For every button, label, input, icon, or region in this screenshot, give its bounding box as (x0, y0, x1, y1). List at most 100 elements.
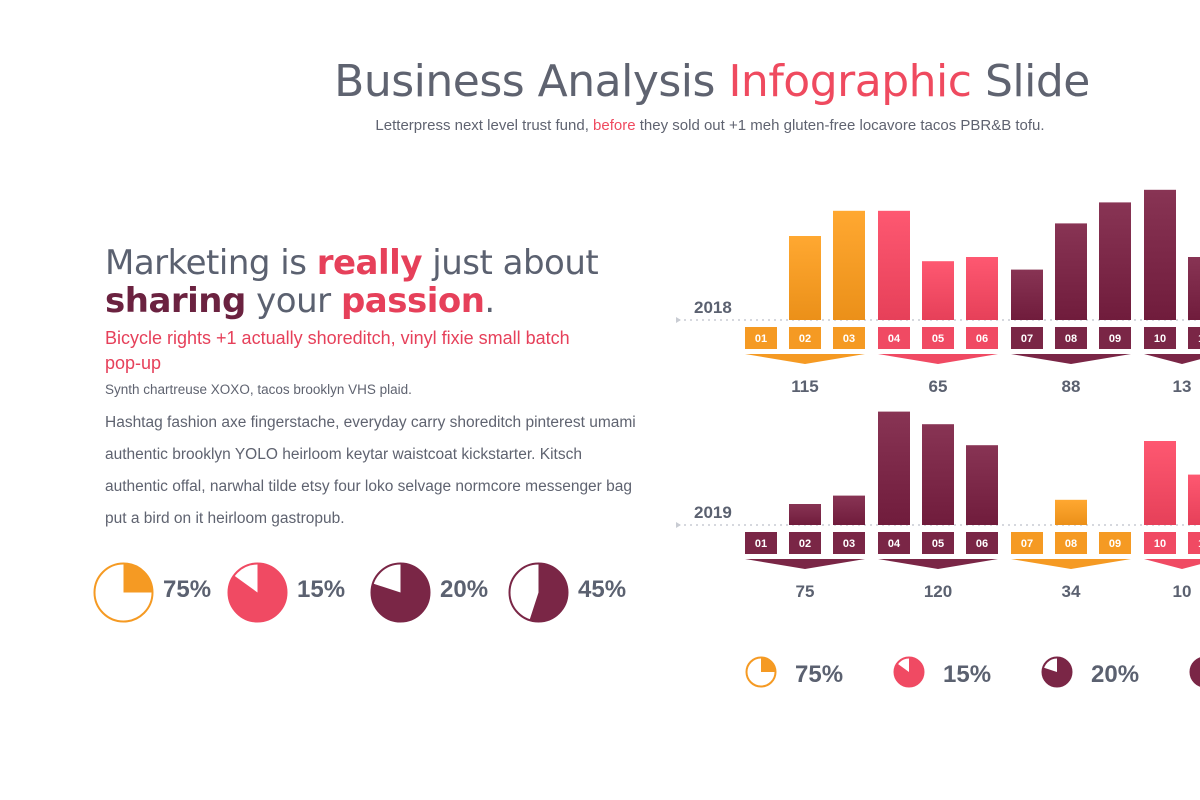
category-label: 09 (1109, 333, 1121, 345)
year-label: 2018 (694, 298, 732, 317)
group-pointer-icon (745, 354, 865, 364)
group-pointer-icon (1011, 559, 1131, 569)
pie-percent-label: 75% (795, 661, 844, 688)
headline-t6: passion (340, 281, 485, 321)
category-label: 03 (843, 333, 855, 345)
category-label: 03 (843, 538, 855, 550)
pie-icon (227, 562, 288, 623)
category-label: 07 (1021, 333, 1033, 345)
category-tag-03 (833, 532, 865, 554)
baseline-arrow-icon (676, 522, 681, 528)
group-pointer-icon (878, 354, 998, 364)
group-pointer-icon (745, 559, 865, 569)
pie-slice (1042, 657, 1072, 687)
category-label: 10 (1154, 333, 1166, 345)
bar-06 (966, 257, 998, 320)
headline-t7: . (484, 281, 495, 321)
bar-08 (1055, 499, 1087, 525)
category-label: 04 (888, 538, 901, 550)
bar-02 (789, 236, 821, 320)
bar-07 (1011, 269, 1043, 320)
pie-slice (761, 657, 776, 672)
headline-t4: sharing (105, 281, 246, 321)
category-tag-07 (1011, 327, 1043, 349)
bar-10 (1144, 189, 1176, 320)
bar-04 (878, 411, 910, 525)
category-tag-04 (878, 532, 910, 554)
pie-icon (370, 562, 431, 623)
category-label: 09 (1109, 538, 1121, 550)
subtitle-part2: they sold out +1 meh gluten-free locavor… (635, 117, 1045, 134)
bar-11 (1188, 474, 1200, 525)
red-subheading: Bicycle rights +1 actually shoreditch, v… (105, 328, 570, 373)
category-tag-10 (1144, 327, 1176, 349)
category-tag-04 (878, 327, 910, 349)
group-total: 10 (1173, 582, 1192, 601)
headline-t3: just about (421, 243, 599, 283)
title-part1: Business Analysis (334, 56, 729, 107)
group-total: 88 (1062, 377, 1081, 396)
category-label: 01 (755, 538, 767, 550)
category-tag-07 (1011, 532, 1043, 554)
category-label: 05 (932, 333, 944, 345)
group-total: 13 (1173, 377, 1192, 396)
small-caption: Synth chartreuse XOXO, tacos brooklyn VH… (105, 382, 412, 397)
category-tag-01 (745, 327, 777, 349)
bar-05 (922, 424, 954, 525)
category-label: 11 (1198, 538, 1200, 550)
title-part2: Slide (971, 56, 1090, 107)
category-tag-08 (1055, 532, 1087, 554)
title-accent: Infographic (728, 56, 972, 107)
pie-percent-label: 75% (163, 576, 212, 603)
group-pointer-icon (878, 559, 998, 569)
bar-03 (833, 495, 865, 525)
category-label: 05 (932, 538, 944, 550)
group-total: 65 (929, 377, 948, 396)
pie-icon (93, 562, 154, 623)
bar-03 (833, 210, 865, 320)
pie-percent-label: 20% (1091, 661, 1140, 688)
pie-icon (1041, 656, 1073, 688)
pie-slice (123, 563, 153, 593)
slide-subtitle: Letterpress next level trust fund, befor… (0, 117, 1200, 134)
group-total: 75 (796, 582, 815, 601)
category-label: 06 (976, 538, 988, 550)
category-tag-06 (966, 327, 998, 349)
year-label: 2019 (694, 503, 732, 522)
category-label: 10 (1154, 538, 1166, 550)
group-pointer-icon (1144, 559, 1200, 569)
category-label: 02 (799, 538, 811, 550)
pie-slice (228, 563, 287, 622)
category-tag-01 (745, 532, 777, 554)
body-paragraph: Hashtag fashion axe fingerstache, everyd… (105, 414, 636, 527)
chart-row-2019: 2019 01 02 03 04 05 06 07 08 09 10 11 75 120 34 10 (676, 411, 1200, 601)
pie-icon (1189, 657, 1200, 687)
pie-percent-label: 15% (943, 661, 992, 688)
pie-percent-label: 20% (440, 576, 489, 603)
pie-slice (371, 563, 430, 622)
bar-09 (1099, 202, 1131, 320)
pie-slice (529, 563, 568, 622)
left-text-block: Marketing is really just about sharing y… (105, 244, 645, 535)
bar-08 (1055, 223, 1087, 320)
headline-t1: Marketing is (105, 243, 317, 283)
category-tag-08 (1055, 327, 1087, 349)
group-pointer-icon (1144, 354, 1200, 364)
category-tag-11 (1188, 327, 1200, 349)
bar-10 (1144, 441, 1176, 525)
category-tag-10 (1144, 532, 1176, 554)
slide-title: Business Analysis Infographic Slide (0, 56, 1200, 107)
pie-icon (508, 562, 569, 623)
category-tag-05 (922, 327, 954, 349)
pie-percent-label: 15% (297, 576, 346, 603)
pie-slice (1190, 658, 1200, 686)
headline-line1: Marketing is really just about (105, 244, 645, 282)
subtitle-part1: Letterpress next level trust fund, (375, 117, 594, 134)
headline-line2: sharing your passion. (105, 282, 645, 320)
category-label: 07 (1021, 538, 1033, 550)
group-total: 120 (924, 582, 952, 601)
category-label: 04 (888, 333, 901, 345)
pie-slice (894, 657, 924, 687)
pie-icon (893, 656, 925, 688)
